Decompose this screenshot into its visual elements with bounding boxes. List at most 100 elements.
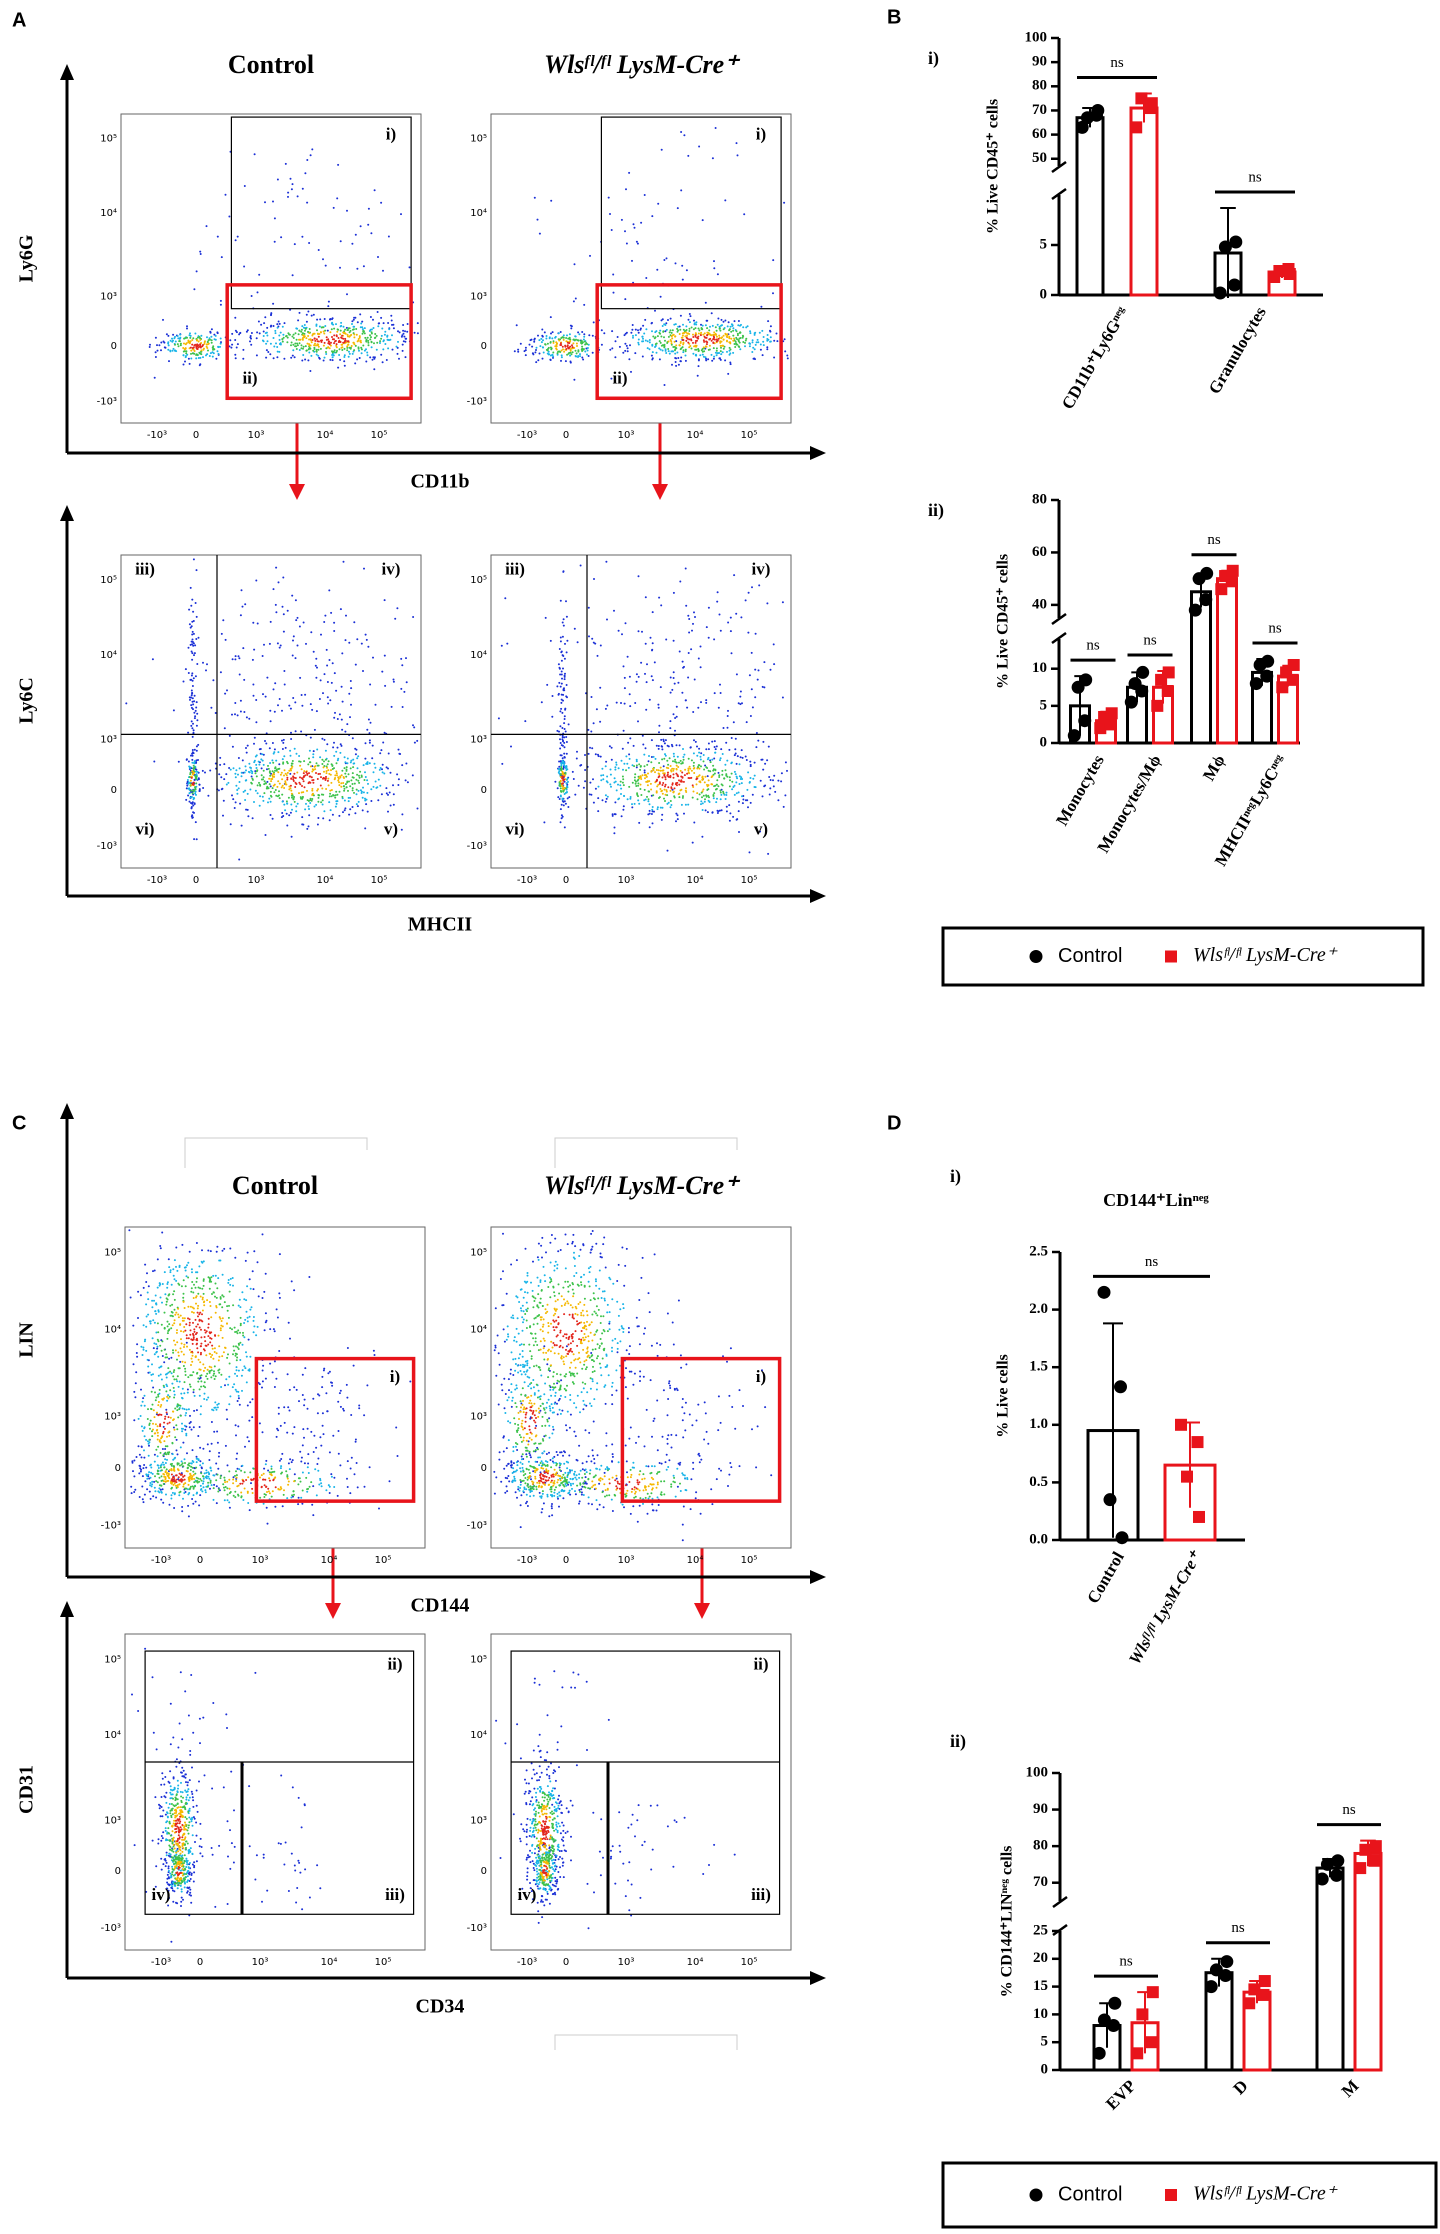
event-dot bbox=[159, 1247, 162, 1250]
event-dot bbox=[732, 815, 735, 818]
event-dot bbox=[684, 359, 687, 362]
event-dot bbox=[273, 775, 276, 778]
event-dot bbox=[210, 328, 213, 331]
event-dot bbox=[692, 336, 695, 338]
event-dot bbox=[632, 744, 635, 747]
event-dot bbox=[278, 767, 281, 770]
event-dot bbox=[695, 783, 698, 786]
event-dot bbox=[163, 1327, 166, 1330]
event-dot bbox=[125, 702, 128, 705]
event-dot bbox=[181, 1430, 184, 1433]
event-dot bbox=[304, 693, 307, 696]
event-dot bbox=[155, 1331, 158, 1334]
event-dot bbox=[729, 779, 731, 782]
event-dot bbox=[208, 1287, 211, 1290]
event-dot bbox=[209, 1481, 212, 1484]
event-dot bbox=[191, 1271, 193, 1274]
event-dot bbox=[202, 787, 205, 789]
event-dot bbox=[150, 1471, 153, 1474]
event-dot bbox=[365, 638, 368, 641]
event-dot bbox=[674, 729, 676, 732]
event-dot bbox=[634, 773, 637, 776]
event-dot bbox=[637, 675, 640, 678]
event-dot bbox=[551, 331, 554, 334]
event-dot bbox=[360, 322, 363, 325]
event-dot bbox=[339, 266, 341, 269]
y-tick-label: -10³ bbox=[467, 396, 487, 407]
y-tick-label: 10⁴ bbox=[104, 1325, 121, 1336]
event-dot bbox=[343, 356, 346, 358]
event-dot bbox=[215, 357, 218, 360]
event-dot bbox=[695, 344, 698, 347]
event-dot bbox=[291, 762, 294, 765]
event-dot bbox=[576, 641, 579, 644]
event-dot bbox=[386, 338, 389, 341]
event-dot bbox=[227, 1353, 229, 1356]
event-dot bbox=[346, 349, 349, 352]
event-dot bbox=[150, 1485, 153, 1488]
event-dot bbox=[245, 1351, 247, 1354]
event-dot bbox=[169, 339, 172, 342]
event-dot bbox=[321, 787, 324, 790]
event-dot bbox=[705, 626, 708, 629]
event-dot bbox=[318, 1483, 321, 1486]
event-dot bbox=[694, 327, 697, 330]
y-tick-label: 10³ bbox=[104, 1411, 121, 1422]
event-dot bbox=[191, 752, 194, 755]
event-dot bbox=[333, 672, 336, 675]
event-dot bbox=[715, 783, 718, 786]
event-dot bbox=[681, 332, 684, 335]
event-dot bbox=[699, 755, 702, 758]
event-dot bbox=[756, 678, 759, 681]
event-dot bbox=[272, 325, 275, 327]
event-dot bbox=[692, 786, 695, 788]
event-dot bbox=[278, 790, 280, 793]
event-dot bbox=[325, 772, 328, 775]
event-dot bbox=[295, 345, 298, 348]
event-dot bbox=[140, 1468, 143, 1471]
event-dot bbox=[275, 611, 278, 614]
event-dot bbox=[391, 323, 393, 326]
event-dot bbox=[559, 725, 562, 728]
event-dot bbox=[277, 704, 279, 707]
event-dot bbox=[232, 1304, 235, 1307]
event-dot bbox=[701, 348, 704, 350]
event-dot bbox=[286, 776, 289, 779]
event-dot bbox=[143, 1404, 146, 1407]
event-dot bbox=[246, 808, 249, 811]
event-dot bbox=[641, 335, 644, 338]
event-dot bbox=[213, 1406, 216, 1409]
event-dot bbox=[590, 730, 593, 733]
event-dot bbox=[687, 769, 690, 772]
event-dot bbox=[305, 771, 308, 774]
event-dot bbox=[160, 1469, 163, 1472]
event-dot bbox=[377, 322, 380, 325]
event-dot bbox=[661, 758, 664, 761]
event-dot bbox=[139, 1415, 142, 1417]
event-dot bbox=[211, 1293, 213, 1295]
event-dot bbox=[259, 748, 262, 750]
event-dot bbox=[284, 809, 287, 812]
event-dot bbox=[762, 336, 765, 338]
event-dot bbox=[664, 800, 666, 802]
event-dot bbox=[140, 1345, 143, 1348]
event-dot bbox=[288, 785, 291, 788]
event-dot bbox=[190, 694, 193, 697]
event-dot bbox=[308, 749, 311, 752]
event-dot bbox=[709, 770, 712, 773]
event-dot bbox=[183, 1424, 186, 1427]
event-dot bbox=[208, 1459, 211, 1461]
event-dot bbox=[331, 1384, 334, 1387]
event-dot bbox=[578, 333, 581, 336]
event-dot bbox=[560, 673, 563, 676]
event-dot bbox=[683, 753, 686, 756]
event-dot bbox=[306, 201, 309, 204]
event-dot bbox=[193, 717, 196, 720]
event-dot bbox=[692, 711, 695, 713]
event-dot bbox=[162, 1384, 165, 1387]
event-dot bbox=[144, 1338, 147, 1341]
event-dot bbox=[195, 745, 198, 748]
event-dot bbox=[354, 1440, 357, 1443]
event-dot bbox=[357, 779, 360, 782]
event-dot bbox=[232, 1345, 235, 1348]
